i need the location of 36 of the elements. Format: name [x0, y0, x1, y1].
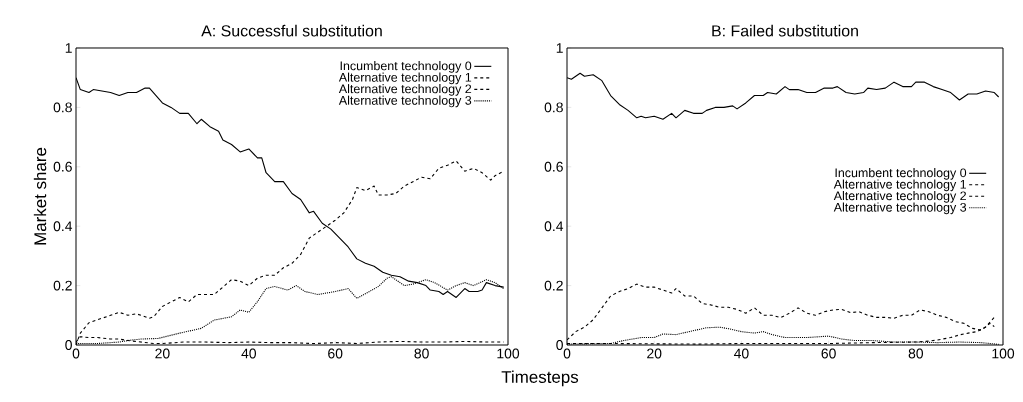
y-tick-label: 0.4: [53, 221, 73, 232]
y-tick-label: 0.6: [53, 161, 72, 172]
legend-label: Alternative technology 2: [338, 84, 472, 96]
x-tick-label: 80: [414, 348, 429, 359]
y-tick-label: 1: [556, 43, 563, 53]
x-tick-label: 40: [733, 348, 749, 359]
x-tick-label: 100: [497, 348, 520, 359]
x-tick-label: 60: [821, 348, 836, 359]
y-tick-label: 0.2: [544, 280, 563, 291]
x-tick-label: 0: [563, 348, 571, 359]
y-tick-label: 0.8: [544, 102, 563, 113]
y-tick-label: 0.6: [544, 161, 563, 172]
y-tick-label: 0.2: [53, 280, 72, 291]
chart-title: A: Successful substitution: [201, 24, 382, 37]
y-tick-label: 0.4: [544, 221, 564, 232]
legend-label: Alternative technology 1: [338, 72, 472, 85]
y-axis-title: Market share: [33, 147, 47, 245]
x-tick-label: 80: [908, 348, 924, 359]
y-tick-label: 0: [65, 340, 72, 350]
x-tick-label: 100: [992, 348, 1015, 359]
legend-label: Alternative technology 2: [833, 191, 966, 203]
x-axis-title: Timesteps: [501, 370, 579, 387]
x-tick-label: 20: [155, 348, 170, 359]
legend-label: Alternative technology 3: [338, 95, 472, 108]
x-tick-label: 60: [328, 348, 343, 359]
x-tick-label: 20: [647, 348, 662, 359]
y-tick-label: 0.8: [53, 102, 72, 113]
legend-label: Alternative technology 1: [833, 179, 966, 192]
chart-title: B: Failed substitution: [712, 24, 858, 37]
legend-label: Incumbent technology 0: [340, 61, 472, 73]
x-tick-label: 0: [72, 348, 80, 359]
y-tick-label: 0: [556, 340, 563, 350]
legend-label: Alternative technology 3: [833, 202, 967, 215]
legend-label: Incumbent technology 0: [835, 168, 967, 180]
x-tick-label: 40: [241, 348, 257, 359]
y-tick-label: 1: [65, 43, 72, 53]
